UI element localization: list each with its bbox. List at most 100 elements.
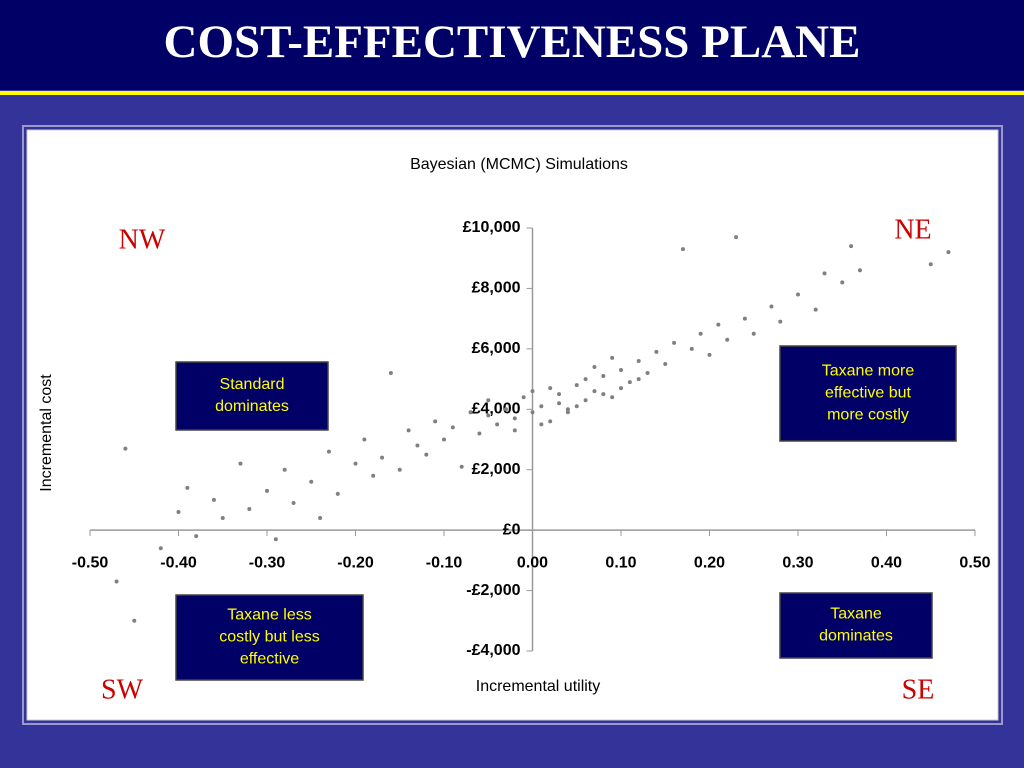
point xyxy=(557,392,562,397)
point xyxy=(194,534,199,539)
point xyxy=(849,244,854,249)
quadrant-label: NW xyxy=(119,224,166,255)
point xyxy=(601,392,606,397)
point xyxy=(601,374,606,379)
point xyxy=(619,368,623,373)
x-tick-label: 0.40 xyxy=(871,554,902,571)
point xyxy=(557,401,562,406)
point xyxy=(680,247,685,252)
slide-title: COST-EFFECTIVENESS PLANE xyxy=(164,16,861,68)
point xyxy=(654,349,659,354)
annotation-text: more costly xyxy=(827,407,909,424)
x-tick-label: -0.50 xyxy=(72,554,109,571)
point xyxy=(645,371,650,376)
y-tick-label: £6,000 xyxy=(472,340,521,357)
annotation-text: Taxane less xyxy=(227,607,312,624)
y-tick-label: £4,000 xyxy=(472,401,521,418)
point xyxy=(751,331,756,336)
point xyxy=(946,250,951,255)
annotation-box xyxy=(175,361,329,431)
y-tick-label: -£4,000 xyxy=(466,642,520,659)
point xyxy=(512,416,517,421)
y-tick-label: £0 xyxy=(503,521,521,538)
point xyxy=(539,422,544,427)
x-tick-label: -0.10 xyxy=(426,554,463,571)
point xyxy=(769,304,774,309)
point xyxy=(610,355,615,360)
point xyxy=(114,579,119,584)
point xyxy=(371,473,376,478)
annotation-text: Taxane xyxy=(830,606,882,623)
x-tick-label: 0.20 xyxy=(694,554,725,571)
annotation-text: costly but less xyxy=(219,629,319,646)
point xyxy=(619,386,623,391)
y-tick-label: -£2,000 xyxy=(466,582,520,599)
title-band xyxy=(0,0,1024,90)
point xyxy=(238,461,243,466)
point xyxy=(132,618,137,623)
point xyxy=(282,467,287,472)
x-tick-label: 0.50 xyxy=(959,554,990,571)
point xyxy=(512,428,517,433)
point xyxy=(362,437,367,442)
point xyxy=(486,413,491,418)
x-axis-label: Incremental utility xyxy=(476,678,601,695)
point xyxy=(397,467,402,472)
point xyxy=(247,506,252,511)
point xyxy=(742,316,747,321)
point xyxy=(734,235,739,240)
point xyxy=(672,340,677,345)
point xyxy=(636,377,641,382)
point xyxy=(477,431,482,436)
point xyxy=(813,307,818,312)
point xyxy=(318,516,323,521)
x-tick-label: -0.40 xyxy=(160,554,197,571)
point xyxy=(592,364,597,369)
point xyxy=(158,546,163,551)
y-tick-label: £8,000 xyxy=(472,280,521,297)
point xyxy=(592,389,597,394)
annotation-text: effective xyxy=(240,651,299,668)
point xyxy=(698,331,703,336)
point xyxy=(565,407,570,412)
point xyxy=(406,428,411,433)
point xyxy=(433,419,438,424)
quadrant-label: SW xyxy=(101,674,144,705)
panel-border xyxy=(22,125,1003,725)
point xyxy=(548,386,553,391)
point xyxy=(530,389,535,394)
point xyxy=(610,395,615,400)
point xyxy=(636,358,641,363)
y-tick-label: £2,000 xyxy=(472,461,521,478)
point xyxy=(309,479,314,484)
annotation-text: dominates xyxy=(215,398,289,415)
point xyxy=(583,398,588,403)
point xyxy=(530,410,535,415)
point xyxy=(928,262,933,267)
x-tick-label: -0.30 xyxy=(249,554,286,571)
point xyxy=(273,537,278,542)
annotation-box xyxy=(175,594,364,681)
annotation-text: dominates xyxy=(819,628,893,645)
point xyxy=(689,346,694,351)
point xyxy=(822,271,827,276)
point xyxy=(176,510,181,515)
point xyxy=(663,361,668,366)
point xyxy=(840,280,845,285)
point xyxy=(459,464,464,469)
point xyxy=(583,377,588,382)
point xyxy=(539,404,544,409)
quadrant-label: SE xyxy=(902,674,935,705)
quadrant-label: NE xyxy=(894,214,931,245)
point xyxy=(857,268,862,273)
point xyxy=(486,398,491,403)
point xyxy=(503,407,508,412)
annotation-text: Taxane more xyxy=(822,363,915,380)
point xyxy=(725,337,730,342)
x-tick-label: 0.10 xyxy=(605,554,636,571)
point xyxy=(548,419,553,424)
x-tick-label: 0.30 xyxy=(782,554,813,571)
y-axis-label: Incremental cost xyxy=(38,374,55,492)
point xyxy=(707,352,712,357)
